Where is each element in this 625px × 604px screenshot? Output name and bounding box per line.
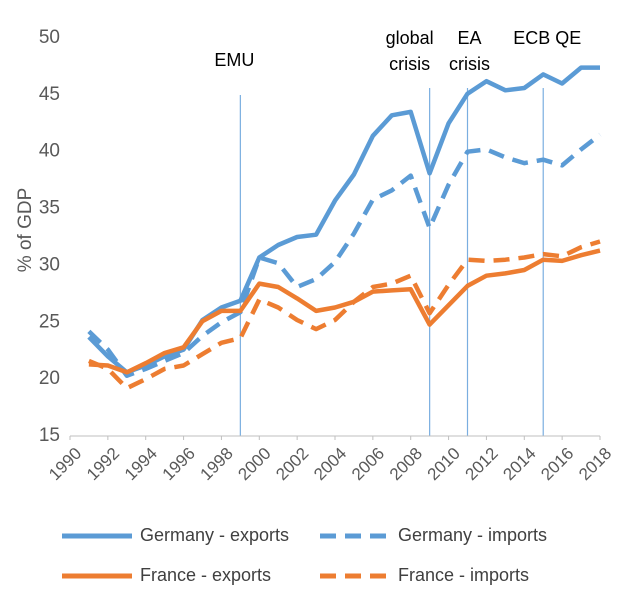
x-tick-label: 2016 [537, 444, 577, 484]
x-tick-label: 2004 [310, 444, 350, 484]
y-axis-label: % of GDP [15, 188, 36, 272]
event-label-line: crisis [449, 54, 490, 74]
y-tick-label: 30 [39, 254, 60, 275]
series-line [88, 248, 601, 375]
x-tick-label: 1998 [197, 444, 237, 484]
x-tick-label: 2000 [234, 444, 274, 484]
y-tick-label: 40 [39, 141, 60, 162]
x-tick-label: 1994 [121, 444, 161, 484]
legend-label: France - exports [140, 565, 271, 585]
x-tick-label: 1990 [45, 444, 85, 484]
legend: Germany - exports Germany - imports France… [62, 525, 547, 585]
y-tick-label: 20 [39, 368, 60, 389]
legend-label: France - imports [398, 565, 529, 585]
series-line [87, 132, 602, 378]
x-tick-label: 1992 [83, 444, 123, 484]
x-tick-label: 2002 [272, 444, 312, 484]
x-tick-label: 2014 [499, 444, 539, 484]
legend-label: Germany - imports [398, 525, 547, 545]
legend-label: Germany - exports [140, 525, 289, 545]
y-tick-label: 45 [39, 84, 60, 105]
event-label: ECB QE [513, 28, 581, 48]
x-tick-label: 1996 [159, 444, 199, 484]
series-lines [87, 65, 602, 391]
x-tick-label: 2008 [386, 444, 426, 484]
series-line [88, 239, 601, 391]
event-label-line: EA [457, 28, 481, 48]
event-label-line: crisis [389, 54, 430, 74]
x-tick-label: 2018 [575, 444, 615, 484]
y-tick-label: 35 [39, 198, 60, 219]
event-label: EMU [214, 50, 254, 70]
x-tick-label: 2012 [462, 444, 502, 484]
y-tick-label: 15 [39, 425, 60, 446]
event-annotations: EMU global crisis EA crisis ECB QE [214, 28, 581, 74]
y-tick-label: 50 [39, 27, 60, 48]
y-tick-label: 25 [39, 311, 60, 332]
x-tick-label: 2010 [424, 444, 464, 484]
x-tick-label: 2006 [348, 444, 388, 484]
event-label-line: global [386, 28, 434, 48]
series-line [87, 65, 600, 375]
